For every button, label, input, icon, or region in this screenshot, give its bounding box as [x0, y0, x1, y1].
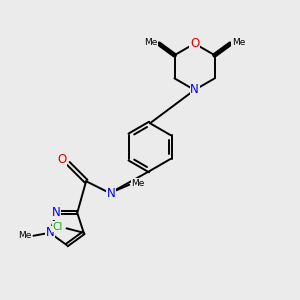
- Text: N: N: [45, 226, 54, 239]
- Text: N: N: [52, 206, 61, 219]
- Text: Me: Me: [131, 179, 145, 188]
- Text: O: O: [57, 153, 66, 166]
- Text: Me: Me: [144, 38, 158, 46]
- Text: Me: Me: [18, 231, 31, 240]
- Text: Me: Me: [232, 38, 245, 46]
- Text: N: N: [190, 83, 199, 97]
- Text: Cl: Cl: [52, 222, 63, 232]
- Text: N: N: [107, 187, 116, 200]
- Text: O: O: [190, 37, 199, 50]
